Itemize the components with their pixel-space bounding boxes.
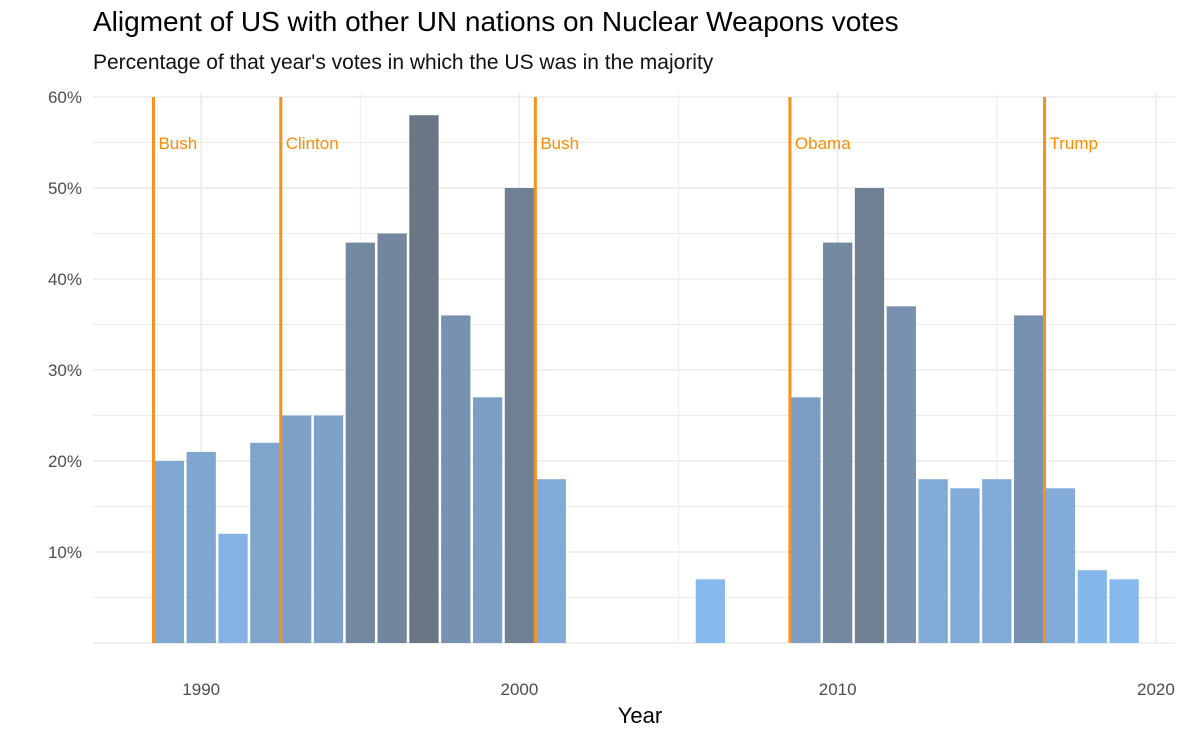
bar-1995: [345, 242, 375, 643]
y-tick-label: 10%: [48, 543, 82, 562]
bar-2013: [918, 479, 948, 643]
bar-2018: [1077, 570, 1107, 643]
bar-2014: [950, 488, 980, 643]
y-tick-labels: 10% 20% 30% 40% 50% 60%: [48, 88, 82, 562]
y-tick-label: 60%: [48, 88, 82, 107]
bar-2012: [886, 306, 916, 643]
bar-1996: [377, 233, 407, 643]
bar-1999: [472, 397, 503, 643]
bar-2009: [791, 397, 821, 643]
chart-subtitle: Percentage of that year's votes in which…: [93, 51, 714, 74]
y-tick-label: 50%: [48, 179, 82, 198]
bar-1989: [154, 461, 185, 643]
president-label-1: Clinton: [286, 134, 339, 153]
president-label-4: Trump: [1050, 134, 1099, 153]
x-tick-label: 1990: [182, 680, 220, 699]
bar-2006: [695, 579, 726, 643]
bar-1997: [409, 115, 439, 643]
president-lines: [151, 97, 1047, 643]
bar-2001: [536, 479, 566, 643]
bar-2017: [1045, 488, 1076, 643]
chart-title: Aligment of US with other UN nations on …: [93, 6, 899, 37]
bars: [154, 115, 1139, 643]
president-label-0: Bush: [158, 134, 197, 153]
bar-1991: [218, 533, 248, 643]
bar-1992: [250, 442, 280, 643]
president-label-2: Bush: [540, 134, 579, 153]
y-tick-label: 20%: [48, 452, 82, 471]
bar-2015: [982, 479, 1012, 643]
y-tick-label: 30%: [48, 361, 82, 380]
bar-1993: [282, 415, 312, 643]
president-label-3: Obama: [795, 134, 851, 153]
bar-2019: [1109, 579, 1139, 643]
bar-1998: [441, 315, 471, 643]
president-labels: Bush Clinton Bush Obama Trump: [158, 134, 1098, 153]
x-tick-label: 2020: [1137, 680, 1175, 699]
x-tick-label: 2000: [501, 680, 539, 699]
x-tick-label: 2010: [819, 680, 857, 699]
bar-1990: [186, 451, 216, 643]
bar-2000: [504, 188, 535, 643]
y-tick-label: 40%: [48, 270, 82, 289]
x-axis-label: Year: [618, 703, 662, 728]
x-tick-labels: 1990 2000 2010 2020: [182, 680, 1175, 699]
bar-2016: [1013, 315, 1044, 643]
bar-2011: [854, 188, 885, 643]
bar-2010: [823, 242, 853, 643]
bar-1994: [313, 415, 344, 643]
